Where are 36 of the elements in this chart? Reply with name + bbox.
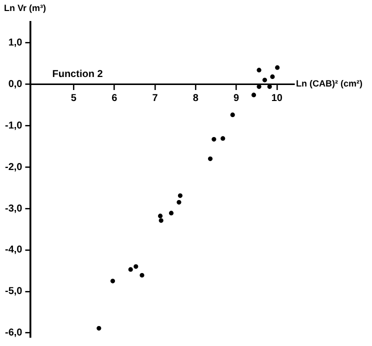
y-tick-label: -4,0 (4, 244, 23, 256)
x-tick-label: 8 (192, 92, 199, 104)
point (168, 210, 174, 216)
point (230, 112, 235, 118)
point (256, 68, 262, 72)
y-tick-label: 0,0 (8, 78, 23, 90)
y-axis-title: Ln Vr (m³) (4, 2, 46, 13)
point (212, 136, 216, 142)
x-axis-title: Ln (CAB)² (cm²) (296, 78, 362, 89)
y-tick-label: -6,0 (4, 328, 23, 339)
x-tick-label: 9 (234, 92, 240, 104)
annotation: Function 2 (52, 68, 104, 80)
x-tick-label: 10 (271, 92, 283, 104)
point (128, 267, 133, 272)
point (178, 193, 182, 198)
point (208, 156, 213, 162)
point (262, 78, 268, 82)
y-tick-label: 1,0 (8, 37, 23, 48)
point (140, 272, 144, 278)
point (158, 214, 163, 218)
x-tick-label: 6 (112, 92, 118, 104)
point (270, 74, 275, 80)
y-tick-label: -5,0 (4, 286, 23, 298)
point (110, 278, 116, 284)
point (220, 136, 226, 141)
point (134, 264, 138, 269)
y-tick-label: -3,0 (4, 203, 23, 214)
point (176, 200, 182, 205)
x-tick-label: 7 (152, 92, 158, 104)
point (158, 218, 164, 223)
point (275, 65, 280, 70)
point (251, 92, 256, 98)
y-tick-label: -2,0 (4, 162, 23, 173)
point (96, 326, 102, 331)
y-tick-label: -1,0 (4, 120, 23, 132)
x-tick-label: 5 (70, 92, 77, 104)
